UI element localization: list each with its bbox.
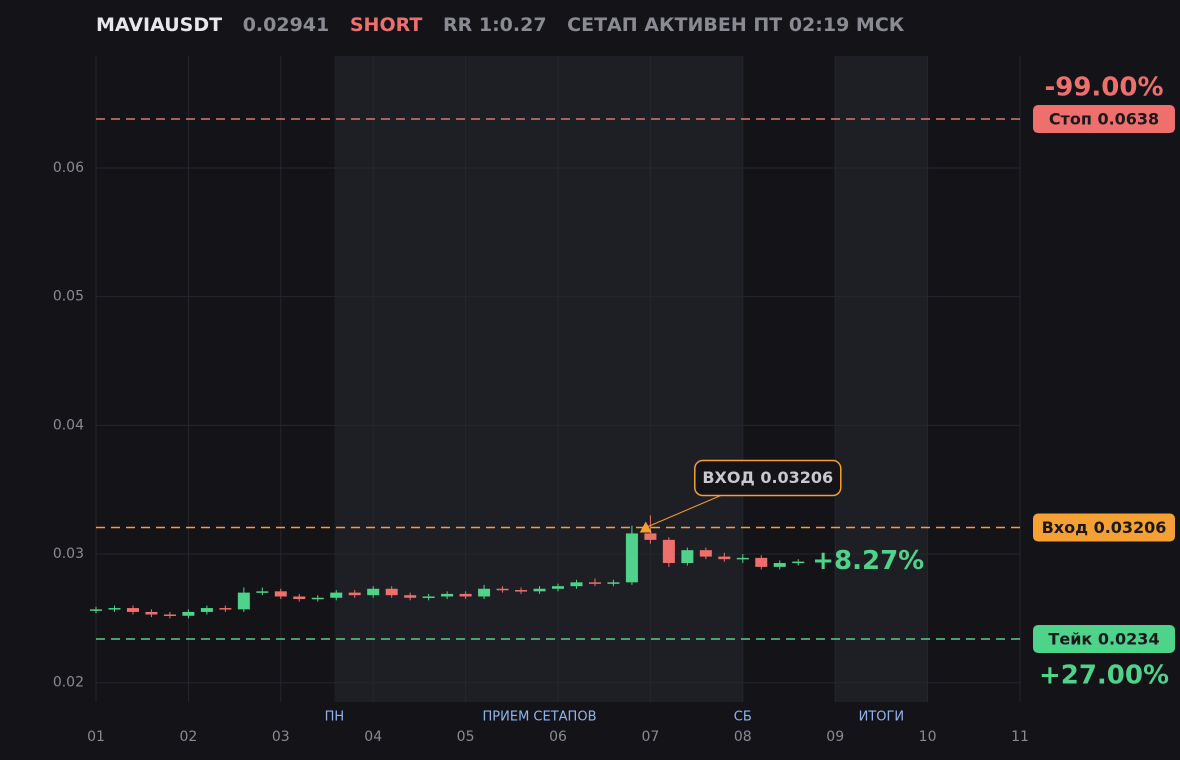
x-tick-label: 10 <box>919 729 937 745</box>
level-badge <box>1033 513 1175 542</box>
level-label: Тейк 0.0234 <box>1048 629 1159 648</box>
candle-body <box>311 597 324 600</box>
candle-body <box>126 608 139 612</box>
level-badge <box>1033 105 1175 134</box>
y-tick-label: 0.06 <box>53 160 84 176</box>
candle-body <box>644 533 657 540</box>
candle-body <box>607 582 620 584</box>
x-tick-label: 01 <box>87 729 105 745</box>
candle-body <box>736 557 749 560</box>
session-zone <box>334 56 743 702</box>
candle-body <box>551 586 565 589</box>
header: MAVIAUSDT 0.02941 SHORT RR 1:0.27 СЕТАП … <box>96 14 918 36</box>
session-label: ИТОГИ <box>859 710 905 725</box>
candle-body <box>662 539 675 564</box>
candle-body <box>792 561 805 564</box>
y-tick-label: 0.04 <box>53 417 84 433</box>
session-zone <box>835 56 928 702</box>
y-tick-label: 0.05 <box>53 289 84 305</box>
x-tick-label: 07 <box>641 729 659 745</box>
candle-body <box>182 611 195 616</box>
current-pct: +8.27% <box>812 546 924 576</box>
level-pct: -99.00% <box>1044 73 1163 103</box>
level-badge <box>1033 624 1175 653</box>
entry-box <box>694 459 842 497</box>
entry-label: ВХОД 0.03206 <box>702 468 833 487</box>
candle-body <box>274 591 287 597</box>
candle-body <box>367 588 380 596</box>
candle-body <box>219 608 232 610</box>
candle-body <box>108 608 121 610</box>
candle-body <box>570 582 583 587</box>
candle-body <box>293 596 306 600</box>
y-tick-label: 0.03 <box>53 546 84 562</box>
candle-body <box>496 588 509 591</box>
candle-body <box>478 588 491 597</box>
candle-body <box>515 590 528 592</box>
x-tick-label: 11 <box>1011 729 1029 745</box>
session-label: СБ <box>734 710 752 725</box>
x-tick-label: 03 <box>272 729 290 745</box>
rr: RR 1:0.27 <box>442 14 547 36</box>
candle-body <box>588 582 601 584</box>
status: СЕТАП АКТИВЕН ПТ 02:19 МСК <box>567 14 905 36</box>
level-label: Стоп 0.0638 <box>1049 110 1159 129</box>
x-tick-label: 05 <box>457 729 475 745</box>
level-label: Вход 0.03206 <box>1042 518 1167 537</box>
candle-body <box>385 588 398 596</box>
candle-body <box>237 592 250 610</box>
candle-body <box>163 614 176 616</box>
x-tick-label: 09 <box>826 729 844 745</box>
price: 0.02941 <box>242 14 330 36</box>
candle-body <box>422 596 435 598</box>
candle-body <box>145 611 158 615</box>
candle-body <box>348 592 361 596</box>
session-label: ПН <box>325 710 345 725</box>
session-label: ПРИЕМ СЕТАПОВ <box>483 710 597 725</box>
candle-body <box>699 550 712 557</box>
candle-body <box>533 588 546 592</box>
candle-body <box>330 592 343 598</box>
y-tick-label: 0.02 <box>53 675 84 691</box>
candle-body <box>89 609 103 611</box>
candle-body <box>681 550 694 564</box>
candle-body <box>200 608 213 612</box>
level-pct: +27.00% <box>1039 660 1169 690</box>
x-tick-label: 08 <box>734 729 752 745</box>
candle-body <box>441 593 454 597</box>
x-tick-label: 02 <box>179 729 197 745</box>
candle-body <box>773 563 786 567</box>
candle-body <box>755 557 768 567</box>
candle-body <box>459 593 472 597</box>
side: SHORT <box>349 14 423 36</box>
x-tick-label: 04 <box>364 729 382 745</box>
entry-connector <box>645 495 721 528</box>
symbol: MAVIAUSDT <box>96 14 223 36</box>
x-tick-label: 06 <box>549 729 567 745</box>
candle-body <box>404 595 417 598</box>
candle-body <box>625 533 638 583</box>
candle-body <box>718 556 731 560</box>
candle-body <box>256 591 269 593</box>
